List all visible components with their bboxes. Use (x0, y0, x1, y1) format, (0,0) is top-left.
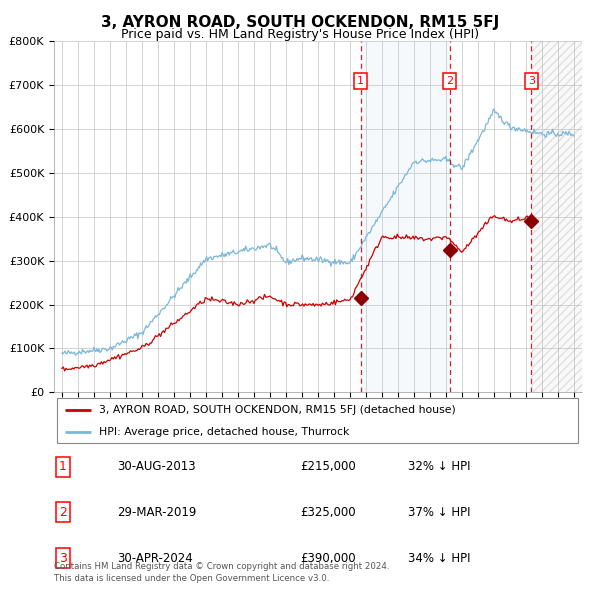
Text: 32% ↓ HPI: 32% ↓ HPI (408, 460, 470, 473)
Text: 2: 2 (59, 506, 67, 519)
Text: 1: 1 (357, 76, 364, 86)
Text: 30-AUG-2013: 30-AUG-2013 (117, 460, 196, 473)
Bar (531, 41, 582, 392)
Text: 37% ↓ HPI: 37% ↓ HPI (408, 506, 470, 519)
Text: 2: 2 (446, 76, 454, 86)
Text: 1: 1 (59, 460, 67, 473)
Text: 3, AYRON ROAD, SOUTH OCKENDON, RM15 5FJ (detached house): 3, AYRON ROAD, SOUTH OCKENDON, RM15 5FJ … (99, 405, 455, 415)
Text: £325,000: £325,000 (300, 506, 356, 519)
Text: £215,000: £215,000 (300, 460, 356, 473)
Text: 3: 3 (59, 552, 67, 565)
Text: 30-APR-2024: 30-APR-2024 (117, 552, 193, 565)
Text: 3: 3 (528, 76, 535, 86)
Text: 3, AYRON ROAD, SOUTH OCKENDON, RM15 5FJ: 3, AYRON ROAD, SOUTH OCKENDON, RM15 5FJ (101, 15, 499, 30)
FancyBboxPatch shape (56, 398, 578, 444)
Text: Contains HM Land Registry data © Crown copyright and database right 2024.
This d: Contains HM Land Registry data © Crown c… (54, 562, 389, 583)
Text: HPI: Average price, detached house, Thurrock: HPI: Average price, detached house, Thur… (99, 427, 349, 437)
Text: £390,000: £390,000 (300, 552, 356, 565)
Bar (531, 41, 582, 392)
Text: 29-MAR-2019: 29-MAR-2019 (117, 506, 196, 519)
Text: Price paid vs. HM Land Registry's House Price Index (HPI): Price paid vs. HM Land Registry's House … (121, 28, 479, 41)
Bar (361, 41, 450, 392)
Text: 34% ↓ HPI: 34% ↓ HPI (408, 552, 470, 565)
